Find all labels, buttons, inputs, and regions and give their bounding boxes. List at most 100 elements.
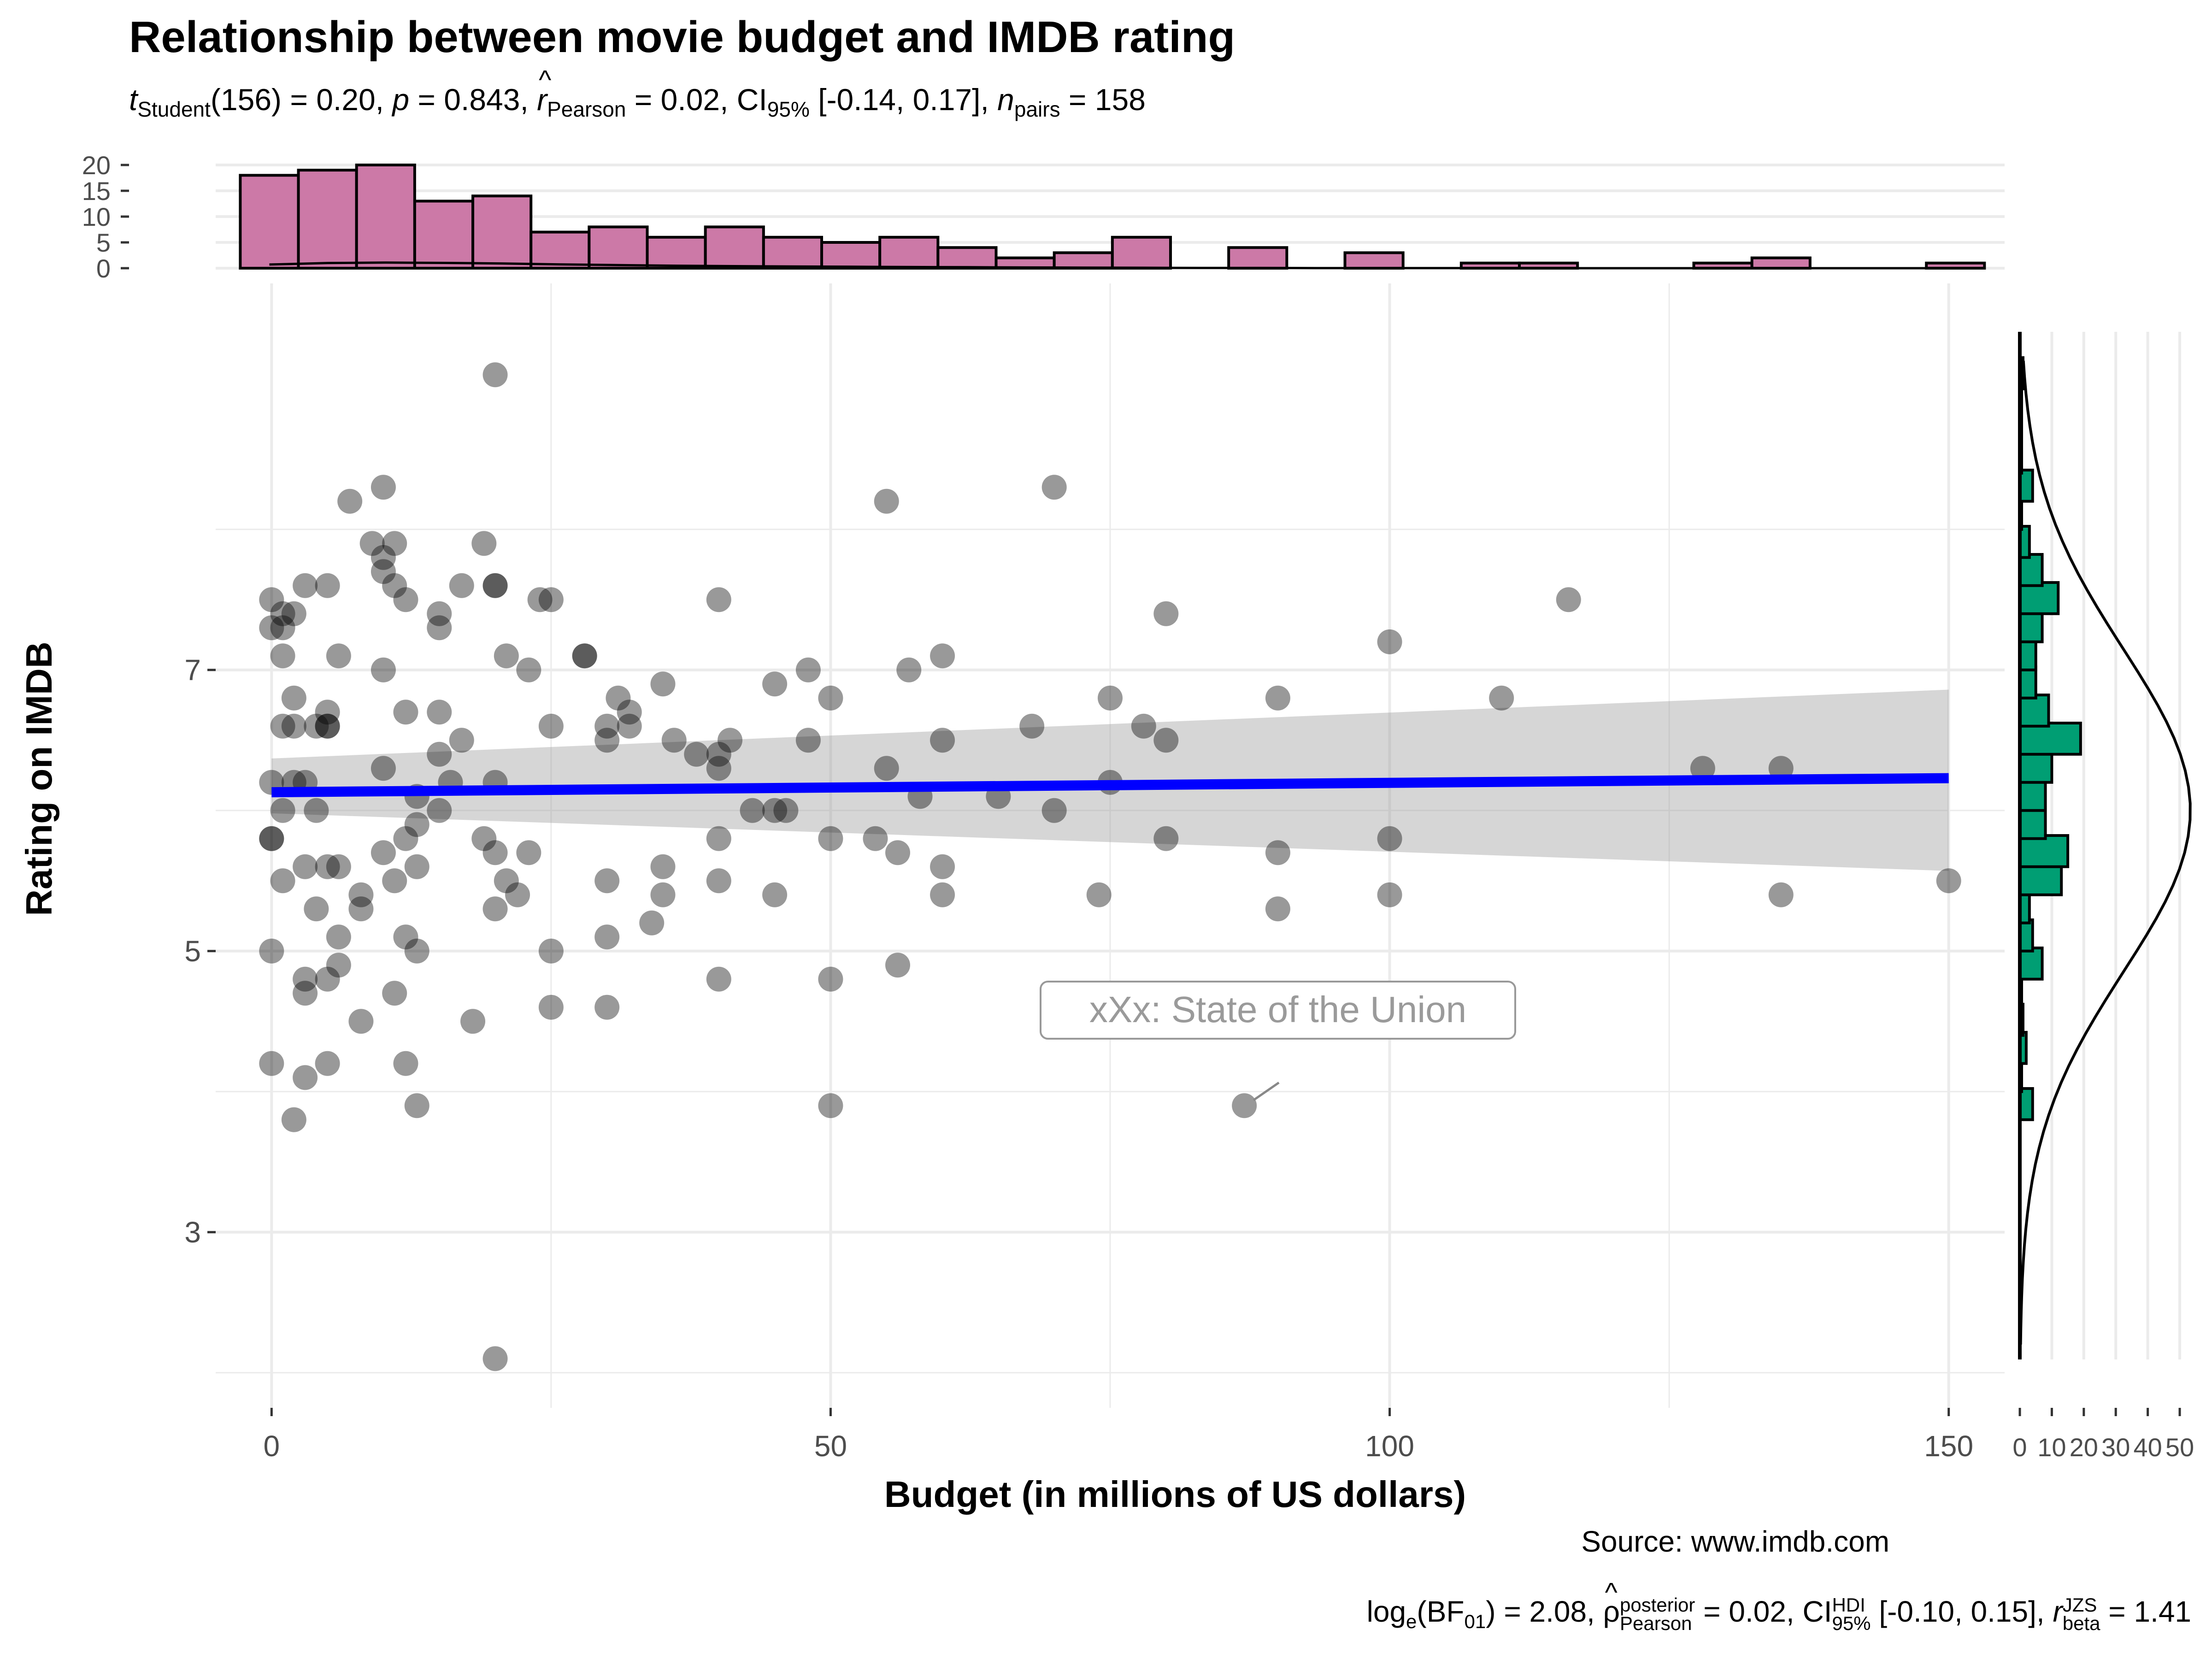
data-point	[427, 615, 452, 640]
data-point	[449, 728, 474, 753]
top-hist-tick-label: 10	[82, 202, 111, 231]
data-point	[483, 573, 508, 598]
data-point	[405, 812, 429, 837]
data-point	[930, 854, 955, 879]
top-hist-tick-label: 0	[96, 254, 111, 283]
data-point	[471, 531, 496, 556]
data-point	[539, 587, 564, 612]
x-tick-label: 50	[814, 1430, 847, 1463]
data-point	[1087, 882, 1112, 907]
data-point	[651, 882, 676, 907]
top-hist-bar	[589, 227, 647, 268]
r-value: = 1.41	[2100, 1595, 2192, 1628]
data-point	[863, 826, 888, 851]
right-hist-bar	[2020, 751, 2052, 782]
data-point	[1153, 826, 1178, 851]
data-point	[1377, 826, 1402, 851]
top-hist-bar	[822, 242, 880, 268]
data-point	[271, 798, 295, 823]
data-point	[282, 1107, 306, 1132]
data-point	[460, 1009, 485, 1034]
data-point	[594, 924, 619, 949]
x-axis-label: Budget (in millions of US dollars)	[884, 1474, 1466, 1515]
data-point	[740, 798, 765, 823]
data-point	[1377, 882, 1402, 907]
data-point	[651, 854, 676, 879]
data-point	[1265, 686, 1290, 711]
data-point	[1153, 728, 1178, 753]
r-sub: beta	[2063, 1614, 2100, 1633]
top-hist-bar	[1752, 258, 1810, 268]
data-point	[293, 967, 318, 992]
data-point	[348, 896, 373, 921]
rho-sup: posterior	[1620, 1596, 1695, 1614]
data-point	[796, 658, 821, 682]
right-hist-bar	[2020, 470, 2033, 501]
data-point	[371, 756, 396, 781]
right-hist-bar	[2020, 864, 2061, 895]
ci-sub: 95%	[1832, 1614, 1871, 1633]
data-point	[818, 826, 843, 851]
data-point	[684, 742, 709, 767]
data-point	[1936, 868, 1961, 893]
top-hist-tick-label: 5	[96, 228, 111, 257]
right-hist-tick-label: 0	[2012, 1433, 2027, 1462]
data-point	[874, 756, 899, 781]
right-hist-bar	[2020, 611, 2042, 642]
data-point	[1019, 714, 1044, 739]
data-point	[282, 686, 306, 711]
data-point	[885, 840, 910, 865]
top-hist-bar	[1112, 237, 1171, 268]
data-point	[405, 854, 429, 879]
data-point	[483, 362, 508, 387]
annotation-label: xXx: State of the Union	[1089, 989, 1466, 1030]
data-point	[271, 643, 295, 668]
data-point	[483, 840, 508, 865]
data-point	[818, 967, 843, 992]
data-point	[304, 798, 329, 823]
data-point	[259, 939, 284, 964]
data-point	[337, 489, 362, 514]
data-point	[706, 868, 731, 893]
right-hist-bar	[2020, 695, 2048, 726]
data-point	[617, 714, 642, 739]
data-point	[271, 868, 295, 893]
right-hist-bar	[2020, 723, 2081, 754]
data-point	[539, 939, 564, 964]
data-point	[382, 868, 407, 893]
data-point	[796, 728, 821, 753]
data-point	[594, 868, 619, 893]
data-point	[594, 728, 619, 753]
data-point	[371, 840, 396, 865]
top-hist-bar	[240, 175, 298, 268]
data-point	[382, 531, 407, 556]
data-point	[505, 882, 530, 907]
data-point	[651, 671, 676, 696]
data-point	[762, 882, 787, 907]
data-point	[282, 601, 306, 626]
r-beta-label: r	[2053, 1595, 2062, 1628]
data-point	[762, 671, 787, 696]
right-hist-bar	[2020, 779, 2046, 811]
data-point	[427, 742, 452, 767]
data-point	[326, 924, 351, 949]
data-point	[449, 573, 474, 598]
data-point	[773, 798, 798, 823]
y-tick-label: 5	[184, 935, 201, 968]
data-point	[639, 911, 664, 935]
rho-scripts: posterior Pearson	[1620, 1596, 1695, 1633]
data-point	[293, 854, 318, 879]
y-tick-label: 3	[184, 1216, 201, 1249]
data-point	[516, 840, 541, 865]
top-hist-bar	[880, 237, 938, 268]
bf-sub-e: e	[1406, 1611, 1417, 1632]
data-point	[1131, 714, 1156, 739]
data-point	[326, 953, 351, 977]
data-point	[315, 1051, 340, 1076]
data-point	[1489, 686, 1514, 711]
data-point	[818, 686, 843, 711]
right-hist-bar	[2020, 639, 2036, 670]
data-point	[326, 854, 351, 879]
data-point	[371, 475, 396, 500]
right-hist-bar	[2020, 948, 2042, 979]
